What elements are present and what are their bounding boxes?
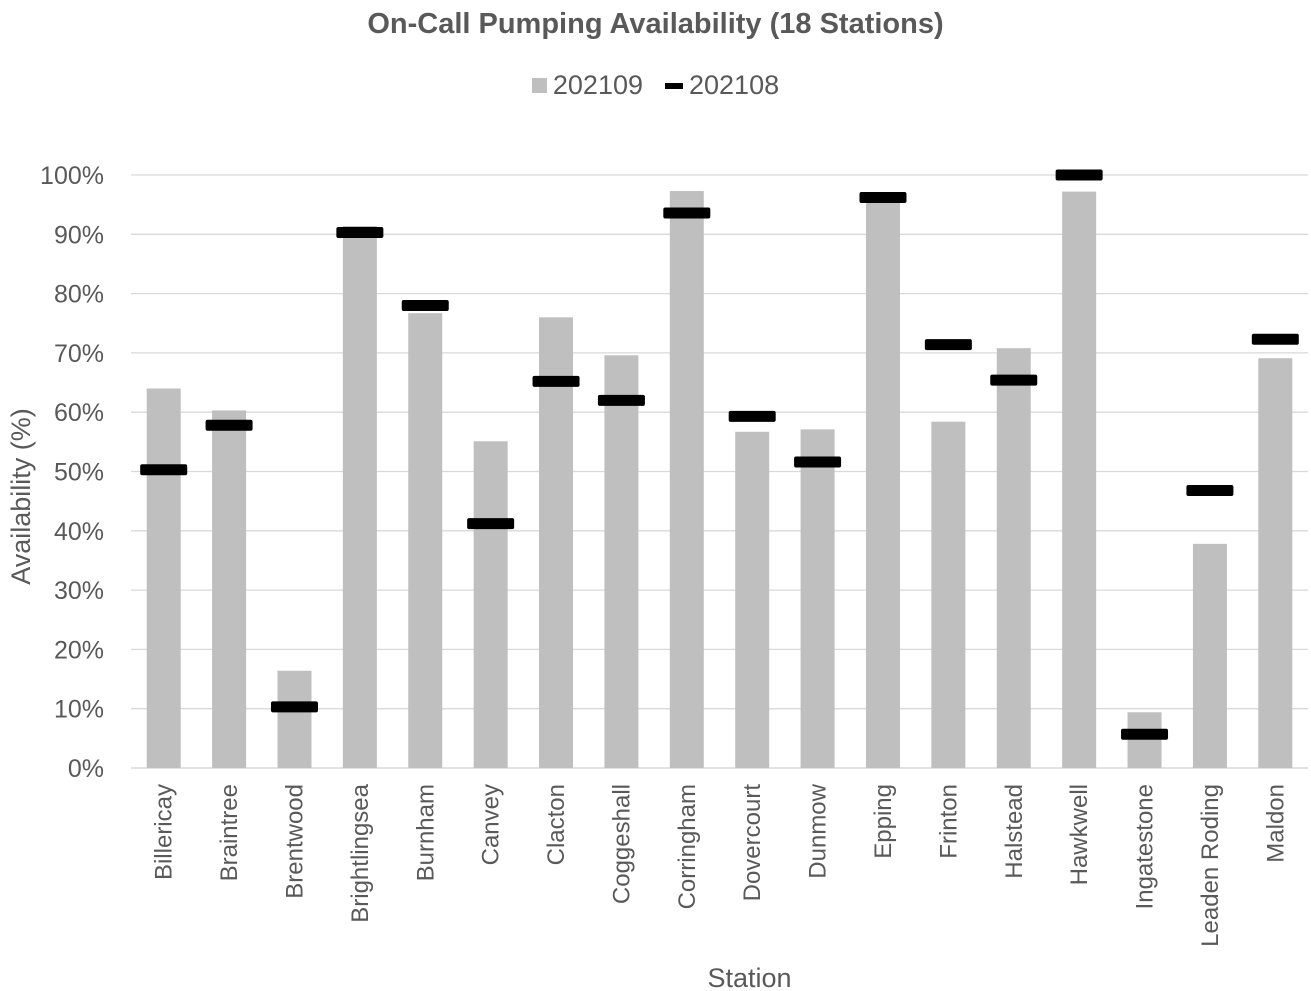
marker-202108 [990,374,1038,386]
x-tick-label: Hawkwell [1066,784,1093,885]
legend-swatch-marker [665,82,683,89]
bar-202109 [212,410,247,768]
bar-202109 [1062,191,1097,768]
y-tick-label: 30% [54,577,104,605]
x-tick-label: Frinton [935,784,962,859]
y-axis-title: Availability (%) [6,408,36,585]
bar-202109 [865,198,900,768]
marker-202108 [1055,169,1103,181]
x-tick-label: Brentwood [281,784,308,899]
bar-202109 [931,421,966,768]
marker-202108 [1186,484,1234,496]
bar-202109 [473,441,508,768]
x-tick-label: Brightlingsea [347,783,374,922]
marker-202108 [728,410,776,422]
chart-title: On-Call Pumping Availability (18 Station… [367,8,944,40]
marker-202108 [401,299,449,311]
bar-202109 [996,348,1031,768]
x-tick-label: Halstead [1001,784,1028,879]
legend: 202109 202108 [0,70,1311,101]
bar-202109 [277,670,312,768]
y-tick-label: 90% [54,221,104,249]
y-tick-label: 100% [40,162,104,190]
bar-202109 [539,317,574,768]
marker-202108 [597,394,645,406]
legend-label-202109: 202109 [552,70,643,100]
marker-202108 [1251,333,1299,345]
marker-202108 [663,207,711,219]
marker-202108 [140,464,188,476]
x-tick-label: Clacton [543,784,570,865]
x-tick-label: Epping [870,784,897,859]
bar-202109 [1192,543,1227,768]
bar-202109 [146,388,181,768]
marker-202108 [336,227,384,239]
bar-202109 [1258,358,1293,768]
x-tick-label: Ingatestone [1132,784,1159,909]
x-tick-label: Burnham [412,784,439,881]
bar-202109 [735,431,770,768]
x-tick-label: Dovercourt [739,784,766,902]
x-tick-label: Braintree [216,784,243,881]
y-tick-label: 70% [54,340,104,368]
y-tick-label: 60% [54,399,104,427]
x-tick-label: Billericay [151,784,178,880]
x-axis-title: Station [707,963,791,991]
y-tick-label: 0% [68,755,104,783]
marker-202108 [205,419,253,431]
marker-202108 [270,701,318,713]
y-tick-label: 50% [54,459,104,487]
y-tick-label: 20% [54,636,104,664]
x-tick-label: Canvey [478,784,505,865]
bar-202109 [604,355,639,768]
x-tick-label: Coggeshall [608,784,635,904]
legend-item-202109: 202109 [531,70,643,101]
legend-item-202108: 202108 [665,70,779,101]
marker-202108 [467,518,515,530]
x-tick-label: Leaden Roding [1197,784,1224,947]
marker-202108 [532,375,580,387]
x-tick-label: Corringham [674,784,701,909]
bar-202109 [800,429,835,768]
x-tick-label: Maldon [1262,784,1289,863]
marker-202108 [859,192,907,204]
bar-202109 [669,191,704,769]
marker-202108 [794,456,842,468]
marker-202108 [924,339,972,351]
bar-202109 [408,313,443,768]
bar-202109 [1127,712,1162,768]
y-tick-label: 10% [54,696,104,724]
legend-swatch-bar [531,78,547,93]
y-tick-label: 80% [54,281,104,309]
y-tick-label: 40% [54,518,104,546]
bar-202109 [342,225,377,769]
legend-label-202108: 202108 [689,70,780,100]
marker-202108 [1121,728,1169,740]
x-tick-label: Dunmow [805,783,832,878]
